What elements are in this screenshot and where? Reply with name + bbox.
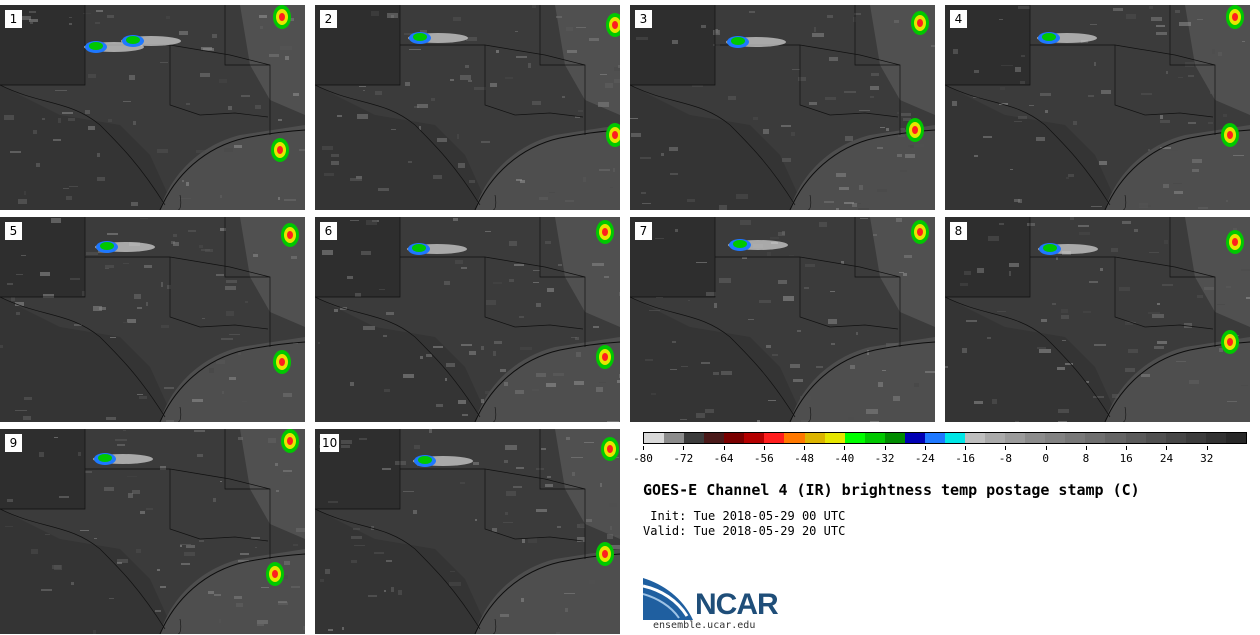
colorbar-segment xyxy=(944,433,965,443)
colorbar-segment xyxy=(1105,433,1126,443)
panel-label: 7 xyxy=(635,222,652,240)
colorbar-segment xyxy=(1065,433,1086,443)
map-panel-10: 10 xyxy=(315,429,620,634)
colorbar-tick xyxy=(1206,446,1208,450)
colorbar-segment xyxy=(1225,433,1246,443)
colorbar xyxy=(643,432,1247,444)
colorbar-tick xyxy=(723,446,725,450)
figure-title: GOES-E Channel 4 (IR) brightness temp po… xyxy=(643,481,1140,499)
colorbar-segment xyxy=(864,433,885,443)
colorbar-segment xyxy=(644,433,665,443)
colorbar-segment xyxy=(764,433,785,443)
map-panel-9: 9 xyxy=(0,429,305,634)
panel-label: 8 xyxy=(950,222,967,240)
map-panel-6: 6 xyxy=(315,217,620,422)
colorbar-tick xyxy=(683,446,685,450)
map-panel-2: 2 xyxy=(315,5,620,210)
colorbar-segment xyxy=(664,433,685,443)
colorbar-segment xyxy=(1125,433,1146,443)
colorbar-segment xyxy=(844,433,865,443)
map-panel-5: 5 xyxy=(0,217,305,422)
colorbar-tick xyxy=(844,446,846,450)
colorbar-segment xyxy=(904,433,925,443)
colorbar-segment xyxy=(1025,433,1046,443)
colorbar-segment xyxy=(724,433,745,443)
panel-label: 3 xyxy=(635,10,652,28)
colorbar-tick-label: -48 xyxy=(794,452,814,465)
colorbar-segment xyxy=(784,433,805,443)
colorbar-tick-label: 32 xyxy=(1200,452,1214,465)
colorbar-tick-label: -32 xyxy=(874,452,895,465)
colorbar-tick xyxy=(1045,446,1047,450)
panel-label: 4 xyxy=(950,10,967,28)
colorbar-tick-label: -8 xyxy=(998,452,1013,465)
ncar-logo-text: NCAR xyxy=(695,588,779,621)
colorbar-tick xyxy=(1166,446,1168,450)
colorbar-tick-label: -56 xyxy=(753,452,774,465)
panel-label: 1 xyxy=(5,10,22,28)
colorbar-tick-label: 16 xyxy=(1119,452,1133,465)
colorbar-segment xyxy=(684,433,705,443)
colorbar-segment xyxy=(804,433,825,443)
colorbar-segment xyxy=(884,433,905,443)
site-url: ensemble.ucar.edu xyxy=(653,620,756,631)
colorbar-tick xyxy=(643,446,644,450)
colorbar-segment xyxy=(1165,433,1186,443)
map-panel-3: 3 xyxy=(630,5,935,210)
colorbar-tick-label: -16 xyxy=(955,452,976,465)
colorbar-tick-label: -24 xyxy=(914,452,935,465)
colorbar-segment xyxy=(924,433,945,443)
colorbar-tick-label: -64 xyxy=(713,452,734,465)
colorbar-tick-label: -80 xyxy=(633,452,653,465)
panel-label: 9 xyxy=(5,434,22,452)
colorbar-tick xyxy=(763,446,765,450)
colorbar-tick-label: -72 xyxy=(673,452,694,465)
colorbar-segment xyxy=(744,433,765,443)
colorbar-segment xyxy=(704,433,725,443)
map-panel-1: 1 xyxy=(0,5,305,210)
colorbar-tick-label: 0 xyxy=(1042,452,1049,465)
colorbar-segment xyxy=(965,433,986,443)
colorbar-segment xyxy=(1145,433,1166,443)
map-panel-7: 7 xyxy=(630,217,935,422)
colorbar-segment xyxy=(1005,433,1026,443)
colorbar-segment xyxy=(1185,433,1206,443)
colorbar-tick xyxy=(965,446,967,450)
panel-label: 5 xyxy=(5,222,22,240)
colorbar-tick xyxy=(924,446,926,450)
ncar-logo-icon xyxy=(643,578,693,620)
colorbar-tick xyxy=(1085,446,1087,450)
panel-label: 2 xyxy=(320,10,337,28)
panel-label: 6 xyxy=(320,222,337,240)
map-panel-8: 8 xyxy=(945,217,1250,422)
colorbar-segment xyxy=(985,433,1006,443)
colorbar-tick xyxy=(804,446,806,450)
colorbar-segment xyxy=(824,433,845,443)
panel-label: 10 xyxy=(320,434,340,452)
init-time: Init: Tue 2018-05-29 00 UTC xyxy=(643,509,846,523)
colorbar-segment xyxy=(1045,433,1066,443)
valid-time: Valid: Tue 2018-05-29 20 UTC xyxy=(643,524,846,538)
colorbar-tick xyxy=(1005,446,1007,450)
colorbar-tick-label: -40 xyxy=(834,452,855,465)
colorbar-segment xyxy=(1205,433,1226,443)
colorbar-ticks: -80 -72 -64 -56 -48 -40 -32 -24 -16 -8 0 8 16 24 32 xyxy=(633,446,1247,466)
colorbar-tick-label: 24 xyxy=(1159,452,1174,465)
colorbar-tick-label: 8 xyxy=(1082,452,1090,465)
colorbar-segment xyxy=(1085,433,1106,443)
colorbar-tick xyxy=(1126,446,1128,450)
colorbar-tick xyxy=(884,446,886,450)
map-panel-4: 4 xyxy=(945,5,1250,210)
